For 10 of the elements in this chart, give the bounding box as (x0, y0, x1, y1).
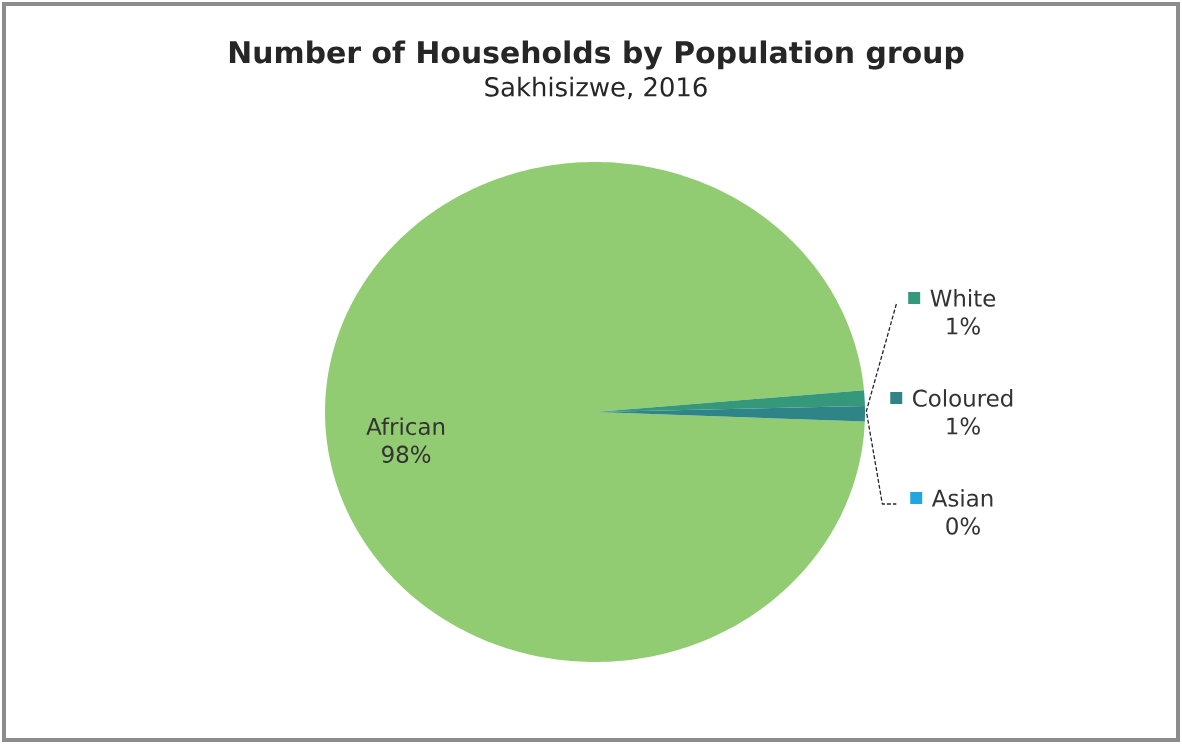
chart-title: Number of Households by Population group (229, 40, 964, 70)
chart-subtitle: Sakhisizwe, 2016 (485, 76, 707, 100)
slice-label: African (366, 417, 445, 436)
data-label: 1% (947, 417, 980, 435)
legend-label: White (930, 289, 996, 307)
text: 0% (946, 517, 980, 535)
data-label: 1% (947, 317, 980, 335)
data-label: 98% (382, 445, 431, 463)
legend-label: Asian (931, 489, 993, 507)
legend-label: Coloured (913, 389, 1013, 407)
